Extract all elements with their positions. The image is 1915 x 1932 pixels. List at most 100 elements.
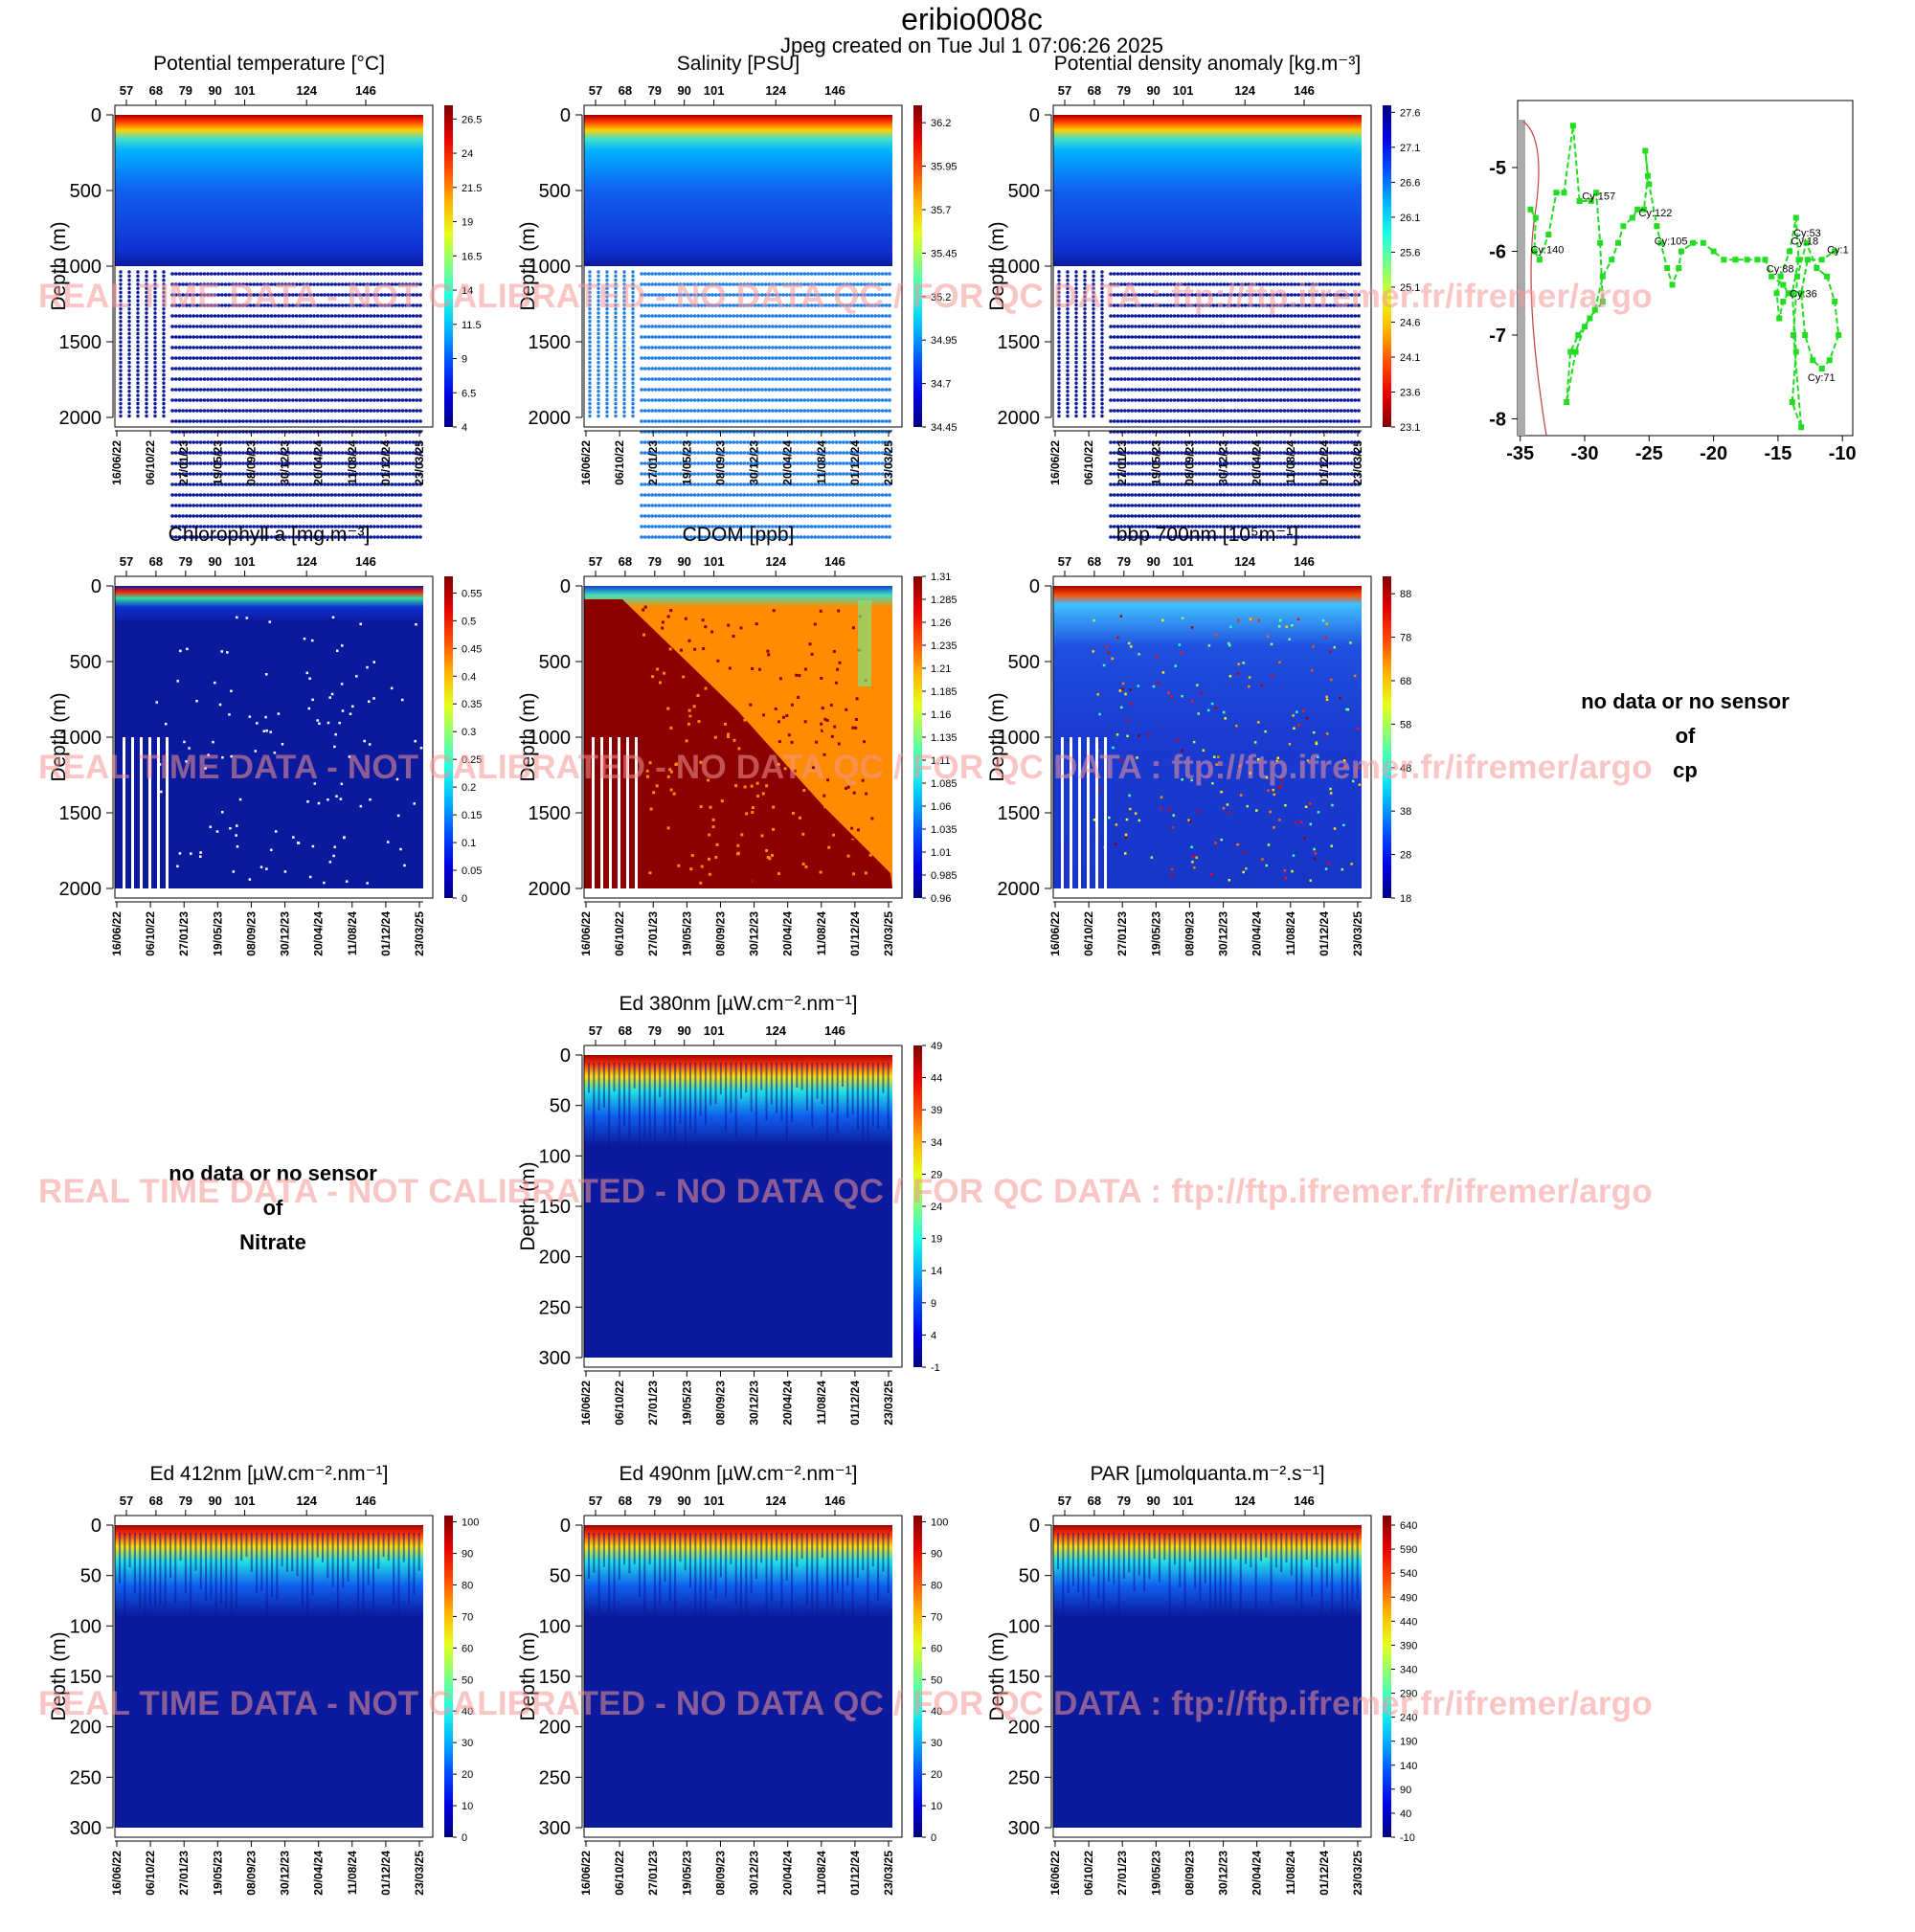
cdom-speckle (651, 675, 655, 679)
date-tick-label: 01/12/24 (379, 911, 393, 956)
light-column-gap (1209, 1533, 1211, 1609)
field-speckle (1245, 866, 1248, 870)
date-tick-label: 08/09/23 (1183, 1851, 1196, 1896)
deep-gap-column (609, 737, 612, 888)
cdom-speckle (810, 770, 814, 774)
light-column-gap (199, 1533, 202, 1590)
cdom-speckle (766, 649, 770, 653)
light-column-gap (1179, 1533, 1182, 1587)
cdom-speckle (838, 661, 842, 664)
depth-tick-label: 0 (1029, 105, 1040, 126)
field-speckle (1181, 694, 1183, 698)
date-tick-label: 16/06/22 (110, 911, 124, 956)
cdom-speckle (725, 663, 729, 666)
no-data-nitrate-line2: of (262, 1196, 283, 1220)
light-column-gap (190, 1533, 192, 1620)
cdom-speckle (786, 717, 790, 721)
light-column-gap (639, 1063, 641, 1153)
cdom-speckle (651, 731, 655, 735)
light-column-gap (1113, 1533, 1115, 1584)
cdom-speckle (844, 607, 847, 611)
colorbar-tick-label: 60 (462, 1643, 473, 1654)
light-column-gap (674, 1533, 677, 1624)
date-tick-label: 20/04/24 (781, 1381, 795, 1426)
light-column-gap (322, 1533, 324, 1562)
date-tick-label: 06/10/22 (613, 1381, 626, 1426)
data-field (584, 1055, 892, 1358)
depth-tick-label: 0 (91, 1516, 101, 1537)
date-tick-label: 27/01/23 (646, 1381, 660, 1426)
y-axis-label: Depth (m) (517, 1631, 539, 1720)
float-track-point (1810, 357, 1816, 364)
field-speckle (1342, 759, 1346, 762)
light-column-gap (664, 1533, 666, 1583)
cdom-speckle (776, 820, 779, 824)
cdom-speckle (642, 633, 646, 637)
field-speckle (327, 721, 330, 725)
field-speckle (1206, 708, 1210, 712)
float-track-point (1762, 257, 1769, 263)
colorbar-tick-label: 21.5 (462, 183, 482, 194)
deep-gap-column (1078, 737, 1081, 888)
field-speckle (236, 616, 238, 619)
plot-frame (1052, 104, 1372, 428)
cdom-speckle (714, 793, 718, 797)
cdom-speckle (697, 701, 701, 705)
cdom-speckle (811, 766, 815, 770)
light-column-gap (1102, 1533, 1105, 1616)
cdom-speckle (818, 640, 822, 643)
cycle-tick-label: 57 (120, 83, 133, 98)
light-column-gap (413, 1533, 416, 1595)
light-column-gap (1265, 1533, 1268, 1558)
light-column-gap (1153, 1533, 1156, 1560)
light-column-gap (382, 1533, 385, 1558)
field-speckle (1249, 772, 1252, 775)
colorbar-tick-label: 0.1 (462, 838, 476, 849)
field-speckle (1152, 685, 1156, 688)
cycle-tick-label: 68 (149, 554, 163, 569)
cdom-speckle (755, 616, 758, 619)
no-data-nitrate: no data or no sensor of Nitrate (86, 1157, 460, 1260)
cdom-speckle (752, 879, 755, 883)
y-axis-label: Depth (m) (48, 1631, 70, 1720)
colorbar-tick-label: 540 (1400, 1568, 1417, 1580)
field-speckle (1115, 823, 1118, 826)
light-column-gap (618, 1063, 620, 1145)
cdom-speckle (829, 704, 833, 708)
field-speckle (1329, 650, 1332, 653)
cdom-speckle (813, 622, 817, 626)
depth-tick-label: 1500 (59, 803, 102, 824)
map-coastline (1522, 121, 1547, 437)
y-axis-label: Depth (m) (986, 221, 1008, 310)
field-speckle (1214, 707, 1217, 709)
deep-gap-column (148, 737, 151, 888)
field-speckle (1190, 626, 1194, 629)
field-speckle (1228, 674, 1232, 678)
cdom-speckle (831, 687, 835, 691)
field-speckle (1261, 858, 1264, 861)
cdom-speckle (867, 823, 870, 827)
float-track-point (1582, 324, 1588, 330)
float-track-point (1657, 239, 1664, 246)
field-speckle (1292, 714, 1295, 717)
light-column-gap (699, 1533, 702, 1618)
chart-potential-temperature: Potential temperature [°C]57 68 79 90 101 124… (48, 53, 482, 539)
plot-frame (583, 1515, 903, 1838)
field-speckle (1277, 787, 1280, 790)
field-speckle (1213, 755, 1216, 758)
field-speckle (1105, 645, 1108, 648)
light-column-gap (245, 1533, 248, 1558)
no-data-cp-line3: cp (1673, 758, 1698, 782)
cdom-speckle (769, 762, 773, 766)
field-speckle (1278, 819, 1281, 821)
colorbar-tick-label: 100 (931, 1517, 948, 1529)
cdom-speckle (801, 832, 805, 836)
field-speckle (305, 671, 309, 675)
light-column-gap (220, 1533, 222, 1604)
field-speckle (1271, 674, 1273, 678)
cdom-speckle (656, 667, 660, 671)
cdom-speckle (803, 806, 807, 810)
float-track-point (1789, 290, 1795, 297)
field-speckle (220, 650, 224, 653)
cdom-speckle (822, 619, 825, 623)
